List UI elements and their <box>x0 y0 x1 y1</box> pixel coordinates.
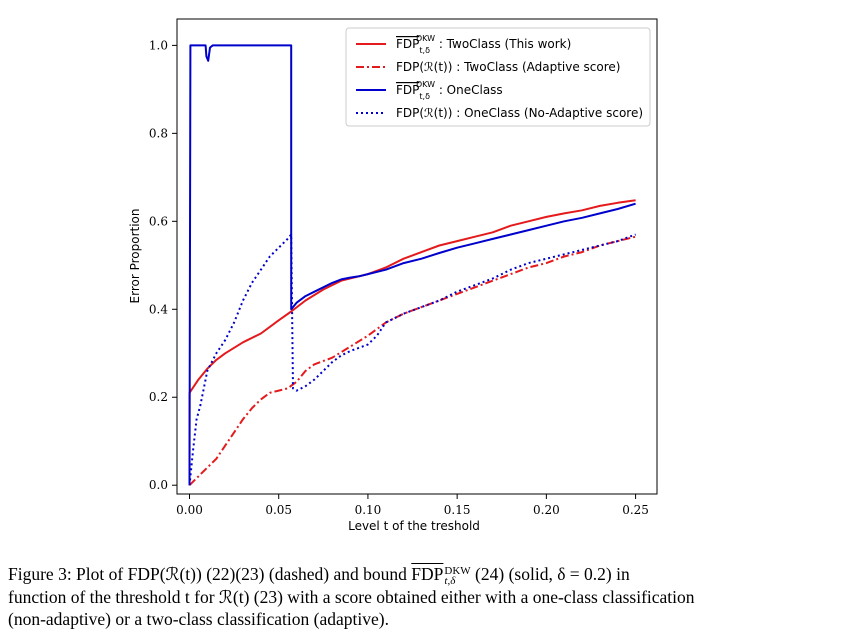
caption-sub: t,δ <box>444 574 456 587</box>
legend-label: : TwoClass (This work) <box>435 37 571 51</box>
y-axis-title: Error Proportion <box>128 209 142 304</box>
y-tick-label: 0.8 <box>149 126 168 140</box>
legend-fdp: FDP(ℛ(t)) <box>396 60 452 74</box>
legend-frame <box>345 27 651 127</box>
legend-entry-twoclass-bound: FDPt,δ DKW : TwoClass (This work) <box>396 34 571 55</box>
y-tick-label: 0.2 <box>149 390 168 404</box>
legend-fdp-overline: FDP <box>396 83 419 97</box>
caption-line-3: (non-adaptive) or a two-class classifica… <box>8 608 389 629</box>
x-tick-label: 0.25 <box>622 503 649 517</box>
series-layer <box>188 44 636 486</box>
legend-entry-oneclass-fdp: FDP(ℛ(t)) : OneClass (No-Adaptive score) <box>396 106 643 120</box>
caption-fdp-bound: FDP <box>411 564 444 584</box>
x-axis-ticks: 0.00 0.05 0.10 0.15 0.20 0.25 <box>176 494 649 517</box>
series-line-2 <box>188 44 636 486</box>
y-tick-label: 1.0 <box>149 38 168 52</box>
y-axis-ticks: 0.0 0.2 0.4 0.6 0.8 1.0 <box>149 38 177 492</box>
caption-sup: DKW <box>444 564 471 577</box>
legend-entry-twoclass-fdp: FDP(ℛ(t)) : TwoClass (Adaptive score) <box>396 60 620 74</box>
series-line-3 <box>188 233 636 486</box>
caption-fdp-scripts: DKW t,δ <box>444 564 471 587</box>
y-tick-label: 0.0 <box>149 478 168 492</box>
legend-label: : TwoClass (Adaptive score) <box>452 60 620 74</box>
x-tick-label: 0.05 <box>265 503 292 517</box>
x-tick-label: 0.20 <box>533 503 560 517</box>
series-line-0 <box>188 199 636 486</box>
legend: FDPt,δDKW : TwoClass (This work) FDP(ℛ(t… <box>345 27 651 127</box>
figure-caption: Figure 3: Plot of FDP(ℛ(t)) (22)(23) (da… <box>8 563 840 630</box>
x-tick-label: 0.00 <box>176 503 203 517</box>
y-tick-label: 0.4 <box>149 302 168 316</box>
legend-label: : OneClass (No-Adaptive score) <box>452 106 643 120</box>
caption-text: Figure 3: Plot of FDP(ℛ(t)) (22)(23) (da… <box>8 564 412 584</box>
chart: 0.00.20.40.60.81.0 0.00 0.05 0.10 0.15 0.20 0… <box>128 18 658 533</box>
x-axis-title: Level t of the treshold <box>348 519 480 533</box>
legend-fdp-overline: FDP <box>396 37 419 51</box>
legend-fdp: FDP(ℛ(t)) <box>396 106 452 120</box>
legend-sup: DKW <box>416 80 435 89</box>
legend-sub: t,δ <box>419 92 430 101</box>
series-line-1 <box>188 235 636 486</box>
x-tick-label: 0.10 <box>355 503 382 517</box>
caption-line-2: function of the threshold t for ℛ(t) (23… <box>8 586 695 607</box>
y-tick-label: 0.6 <box>149 214 168 228</box>
caption-line-1: Figure 3: Plot of FDP(ℛ(t)) (22)(23) (da… <box>8 563 840 586</box>
legend-label: : OneClass <box>435 83 503 97</box>
x-tick-label: 0.15 <box>444 503 471 517</box>
caption-text: (24) (solid, δ = 0.2) in <box>470 564 630 584</box>
legend-entry-oneclass-bound: FDPt,δ DKW : OneClass <box>396 80 503 101</box>
legend-sub: t,δ <box>419 46 430 55</box>
legend-sup: DKW <box>416 34 435 43</box>
